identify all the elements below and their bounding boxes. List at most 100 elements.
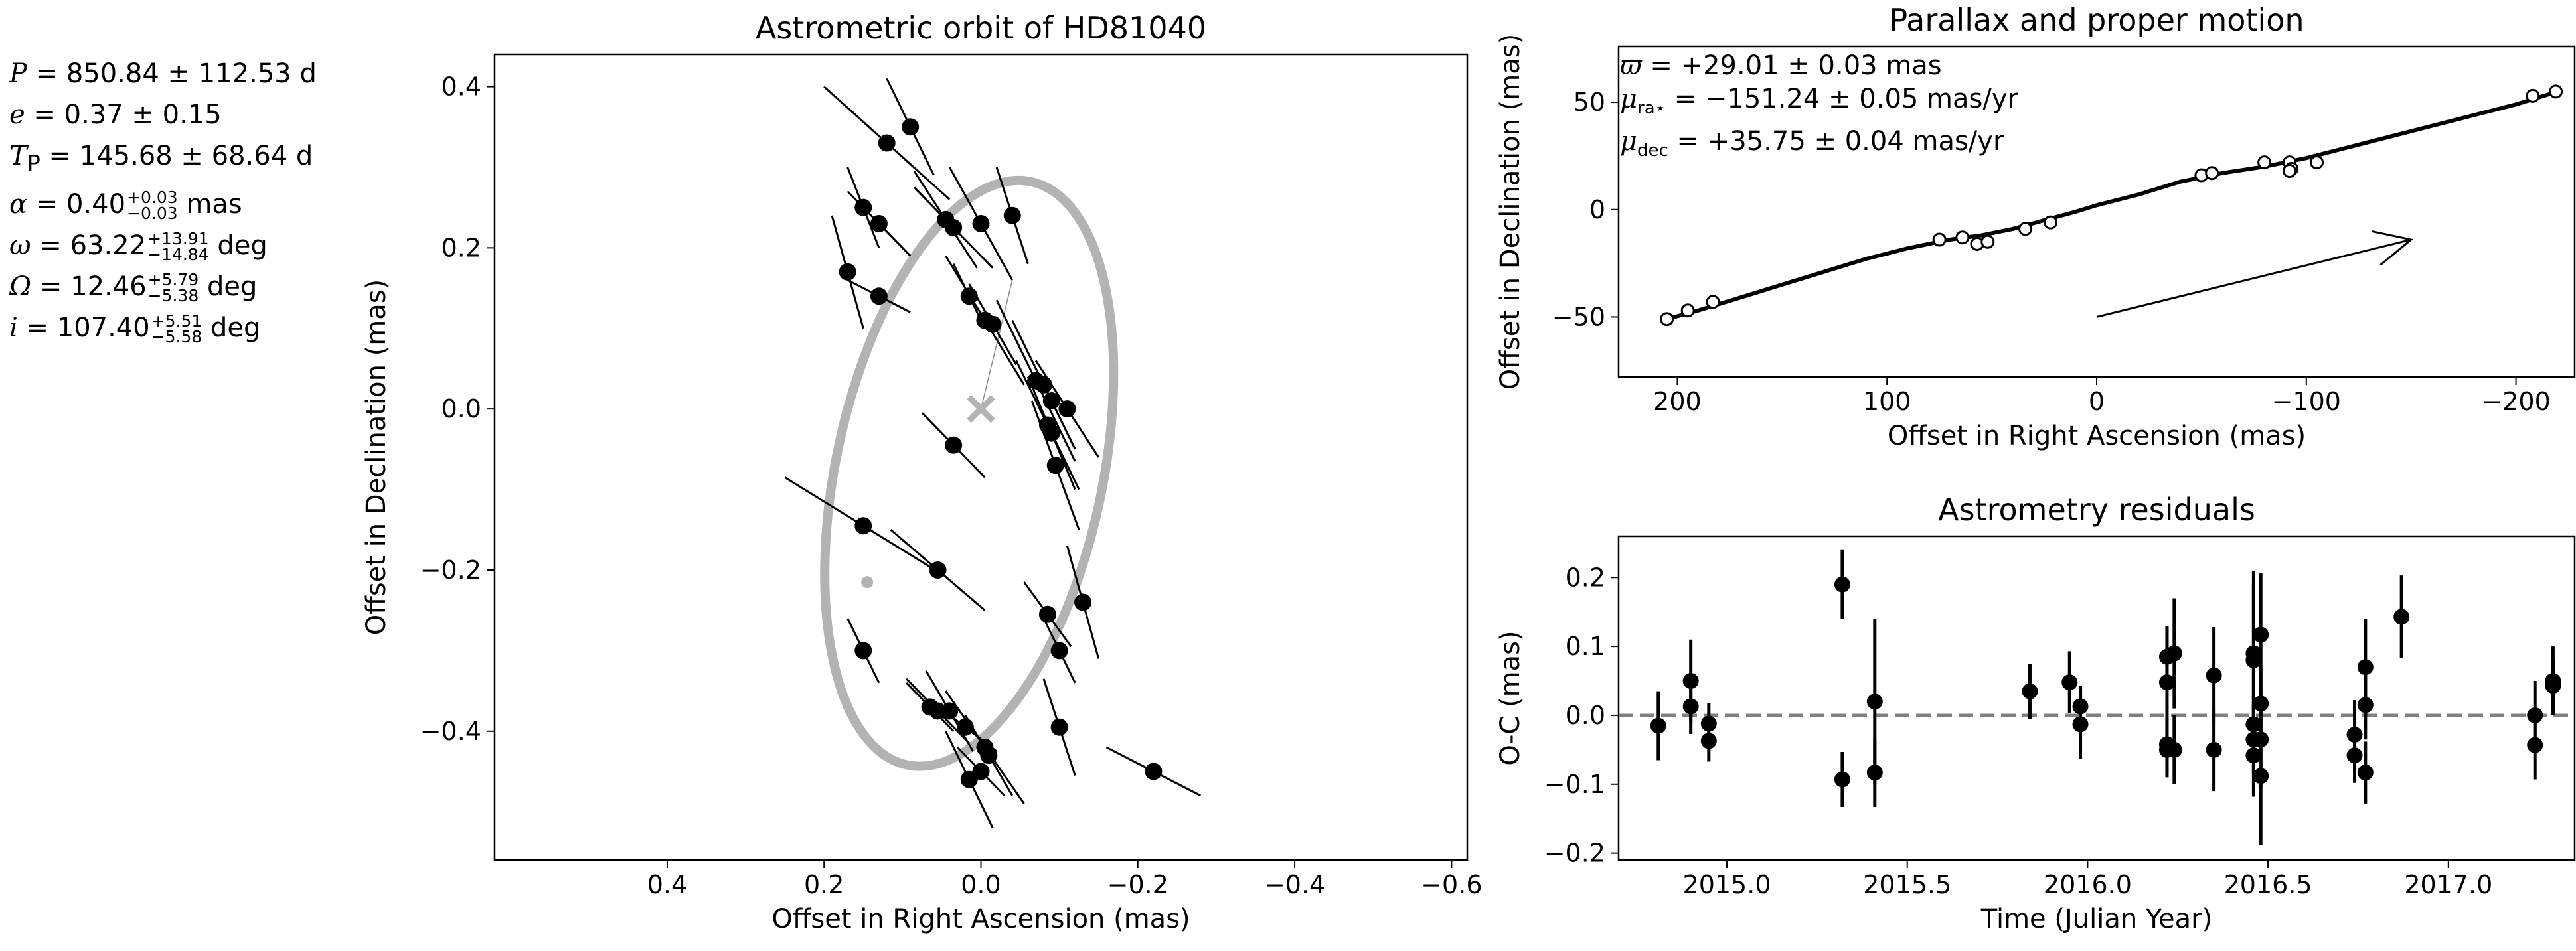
orbit-data-point [945, 436, 963, 454]
residual-data-point [2166, 741, 2182, 758]
param-periastron-time: TP = 145.68 ± 68.64 d [9, 141, 313, 176]
residual-data-point [2206, 741, 2222, 758]
residual-data-point [1834, 771, 1850, 788]
residual-data-point [1700, 733, 1717, 749]
orbit-data-point [902, 118, 920, 136]
pm-data-point [2044, 215, 2058, 230]
residual-data-point [1682, 698, 1699, 715]
residual-data-point [1834, 576, 1850, 593]
orbit-data-point [1003, 206, 1021, 224]
orbit-data-point [1050, 718, 1068, 736]
orbit-data-point [1074, 593, 1092, 611]
parallax-proper-motion-values: ϖ = +29.01 ± 0.03 mas μra⋆ = −151.24 ± 0… [1620, 49, 2018, 167]
param-period: P = 850.84 ± 112.53 d [9, 58, 317, 89]
proper-motion-arrow-head [2372, 230, 2414, 266]
residual-data-point [2022, 683, 2038, 699]
pm-ytick-label: 0 [1589, 195, 1605, 224]
residual-data-point [2357, 659, 2374, 676]
orbit-ellipse [820, 175, 1119, 771]
param-ascending-node: Ω = 12.46 +5.79 −5.38 deg [9, 270, 258, 305]
orbit-data-point [929, 561, 947, 579]
orbit-data-point [1042, 424, 1060, 442]
residual-data-point [2393, 609, 2410, 625]
orbit-data-point [870, 214, 888, 232]
orbit-connector-line [980, 279, 1013, 409]
pm-ytick-label: 50 [1573, 88, 1605, 117]
residuals-plot-frame [1617, 535, 2576, 861]
residual-data-point [2158, 674, 2175, 691]
orbit-xtick-label: 0.2 [804, 870, 844, 899]
residuals-xtick-label: 2015.0 [1683, 870, 1771, 899]
residual-data-point [2253, 768, 2269, 784]
pm-ytick-label: −50 [1552, 302, 1605, 331]
residual-data-point [2072, 716, 2089, 733]
orbit-ylabel: Offset in Declination (mas) [361, 279, 392, 635]
residuals-xtick-label: 2016.5 [2224, 870, 2312, 899]
pm-data-point [2283, 164, 2297, 179]
orbit-ytick-label: −0.4 [420, 717, 481, 746]
residual-data-point [2357, 765, 2374, 781]
orbit-data-point [972, 214, 990, 232]
pm-xtick-label: 200 [1653, 387, 1702, 416]
pm-ylabel: Offset in Declination (mas) [1495, 34, 1526, 390]
residual-data-point [2061, 674, 2078, 691]
residuals-ytick-label: −0.2 [1544, 839, 1605, 868]
param-eccentricity: e = 0.37 ± 0.15 [9, 100, 222, 130]
orbit-data-point [1046, 457, 1064, 475]
residual-data-point [2206, 667, 2222, 684]
residuals-xlabel: Time (Julian Year) [1980, 904, 2212, 934]
residual-data-point [1866, 694, 1883, 710]
orbit-data-point [941, 702, 959, 720]
pm-data-point [2310, 155, 2324, 170]
orbit-data-point [1058, 400, 1076, 418]
orbit-periastron-marker [861, 576, 874, 589]
residuals-ytick-label: 0.2 [1566, 563, 1605, 592]
orbit-data-point [980, 747, 998, 765]
pm-title: Parallax and proper motion [1889, 2, 2304, 38]
orbit-data-point [1050, 642, 1068, 660]
orbit-data-point [854, 642, 872, 660]
pm-data-point [2549, 84, 2563, 99]
mu-ra-value: μra⋆ = −151.24 ± 0.05 mas/yr [1620, 84, 2018, 118]
orbit-xtick-label: −0.6 [1421, 870, 1482, 899]
orbit-xtick-label: 0.4 [647, 870, 687, 899]
orbit-data-point [1145, 763, 1163, 780]
orbit-data-point [854, 517, 872, 535]
proper-motion-arrow [2096, 238, 2412, 318]
pm-xtick-label: −100 [2272, 387, 2341, 416]
orbit-data-point [960, 770, 978, 788]
residual-data-point [2357, 697, 2374, 713]
orbit-data-point [839, 263, 856, 281]
pm-data-point [2526, 88, 2540, 103]
orbit-data-point [870, 287, 888, 305]
residual-data-point [2527, 737, 2543, 753]
residuals-ytick-label: 0.0 [1566, 701, 1605, 730]
orbit-data-point [1042, 392, 1060, 410]
mu-dec-value: μdec = +35.75 ± 0.04 mas/yr [1620, 126, 2004, 161]
residual-data-point [1866, 765, 1883, 781]
residual-data-point [2253, 626, 2269, 643]
residuals-ytick-label: 0.1 [1566, 632, 1605, 661]
orbit-ytick-label: 0.0 [442, 394, 481, 423]
residuals-xtick-label: 2016.0 [2044, 870, 2132, 899]
pm-data-point [2205, 166, 2219, 181]
pm-data-point [1955, 230, 1970, 245]
orbit-title: Astrometric orbit of HD81040 [756, 10, 1206, 46]
pm-xtick-label: 0 [2089, 387, 2105, 416]
pm-xlabel: Offset in Right Ascension (mas) [1888, 421, 2306, 451]
pm-data-point [1932, 232, 1947, 247]
residuals-ylabel: O-C (mas) [1495, 630, 1526, 765]
orbit-xtick-label: −0.2 [1107, 870, 1168, 899]
parallax-value: ϖ = +29.01 ± 0.03 mas [1620, 50, 1942, 81]
pm-data-point [2018, 222, 2033, 236]
residual-data-point [2346, 747, 2363, 764]
pm-data-point [1660, 312, 1674, 327]
orbit-parameters: P = 850.84 ± 112.53 d e = 0.37 ± 0.15 TP… [9, 53, 317, 348]
orbit-ytick-label: 0.4 [442, 72, 481, 102]
residuals-xtick-label: 2017.0 [2404, 870, 2492, 899]
orbit-xtick-label: −0.4 [1264, 870, 1325, 899]
pm-data-point [1680, 303, 1695, 318]
pm-xtick-label: −200 [2481, 387, 2550, 416]
orbit-ytick-label: −0.2 [420, 555, 481, 585]
